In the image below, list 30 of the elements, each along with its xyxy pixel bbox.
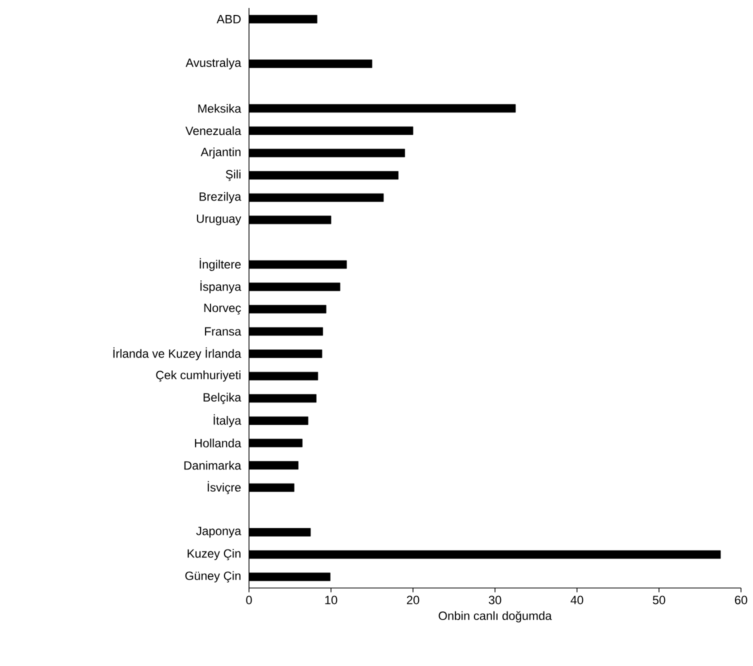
x-tick-label: 0 — [246, 596, 252, 604]
y-tick-label: Brezilya — [200, 192, 242, 204]
y-tick-label: Arjantin — [200, 147, 240, 159]
y-tick-label: İtalya — [214, 414, 242, 428]
y-tick-label: Norveç — [204, 304, 241, 315]
y-tick-label: İspanya — [200, 280, 242, 294]
y-tick-label: Uruguay — [196, 214, 242, 226]
y-tick-label: Şili — [226, 170, 240, 181]
y-tick-label: Güney Çin — [185, 571, 240, 582]
y-tick-label: Avustralya — [186, 58, 242, 70]
y-tick-label: Çek cumhuriyeti — [156, 370, 240, 382]
x-tick-label: 30 — [488, 596, 502, 604]
y-tick-label: Meksika — [198, 104, 242, 113]
y-tick-label: Venezuala — [185, 126, 242, 136]
x-tick-label: 60 — [734, 596, 748, 604]
x-tick-label: 50 — [652, 596, 666, 604]
y-tick-label: İrlanda ve Kuzey İrlanda — [113, 347, 242, 360]
y-tick-label: Fransa — [205, 327, 242, 336]
y-tick-label: Japonya — [196, 526, 242, 538]
x-tick-label: 40 — [570, 596, 584, 604]
x-tick-label: 10 — [325, 596, 338, 604]
y-tick-label: Hollanda — [195, 438, 242, 448]
x-axis-title: Onbin canlı doğumda — [438, 611, 552, 622]
y-tick-label: ABD — [216, 15, 241, 24]
y-tick-label: Belçika — [204, 392, 242, 404]
y-tick-label: Kuzey Çin — [188, 548, 240, 560]
y-tick-label: İngiltere — [200, 258, 241, 271]
y-tick-label: Danimarka — [184, 460, 242, 470]
y-tick-label: İsviçre — [208, 481, 241, 494]
x-tick-label: 20 — [406, 596, 420, 604]
